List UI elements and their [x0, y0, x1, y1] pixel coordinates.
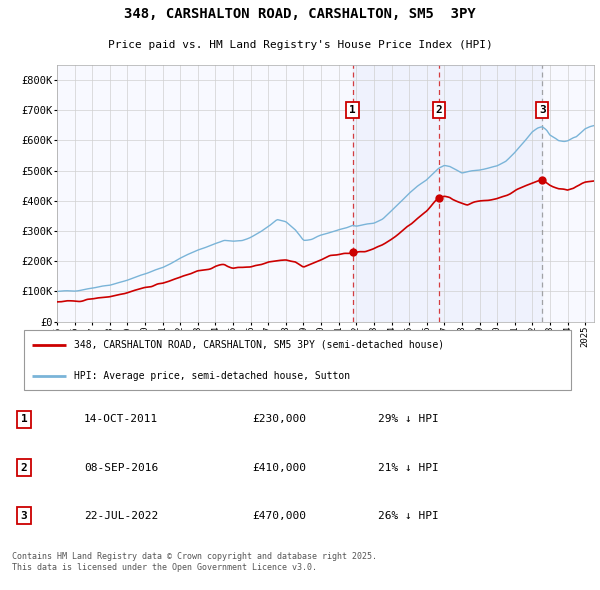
Text: 1: 1 — [20, 414, 28, 424]
Text: £470,000: £470,000 — [252, 511, 306, 521]
Text: 3: 3 — [539, 105, 545, 115]
Text: 26% ↓ HPI: 26% ↓ HPI — [378, 511, 439, 521]
Text: 29% ↓ HPI: 29% ↓ HPI — [378, 414, 439, 424]
Text: £410,000: £410,000 — [252, 463, 306, 473]
Text: 3: 3 — [20, 511, 28, 521]
Bar — [353, 65, 542, 322]
Text: Contains HM Land Registry data © Crown copyright and database right 2025.
This d: Contains HM Land Registry data © Crown c… — [12, 552, 377, 572]
Text: 14-OCT-2011: 14-OCT-2011 — [84, 414, 158, 424]
Text: 2: 2 — [20, 463, 28, 473]
Text: 2: 2 — [436, 105, 442, 115]
Text: £230,000: £230,000 — [252, 414, 306, 424]
Text: 348, CARSHALTON ROAD, CARSHALTON, SM5  3PY: 348, CARSHALTON ROAD, CARSHALTON, SM5 3P… — [124, 6, 476, 21]
Text: 08-SEP-2016: 08-SEP-2016 — [84, 463, 158, 473]
Text: 1: 1 — [349, 105, 356, 115]
Text: Price paid vs. HM Land Registry's House Price Index (HPI): Price paid vs. HM Land Registry's House … — [107, 40, 493, 50]
Text: 21% ↓ HPI: 21% ↓ HPI — [378, 463, 439, 473]
Text: 22-JUL-2022: 22-JUL-2022 — [84, 511, 158, 521]
Text: 348, CARSHALTON ROAD, CARSHALTON, SM5 3PY (semi-detached house): 348, CARSHALTON ROAD, CARSHALTON, SM5 3P… — [74, 340, 445, 350]
Text: HPI: Average price, semi-detached house, Sutton: HPI: Average price, semi-detached house,… — [74, 371, 350, 381]
FancyBboxPatch shape — [23, 330, 571, 390]
